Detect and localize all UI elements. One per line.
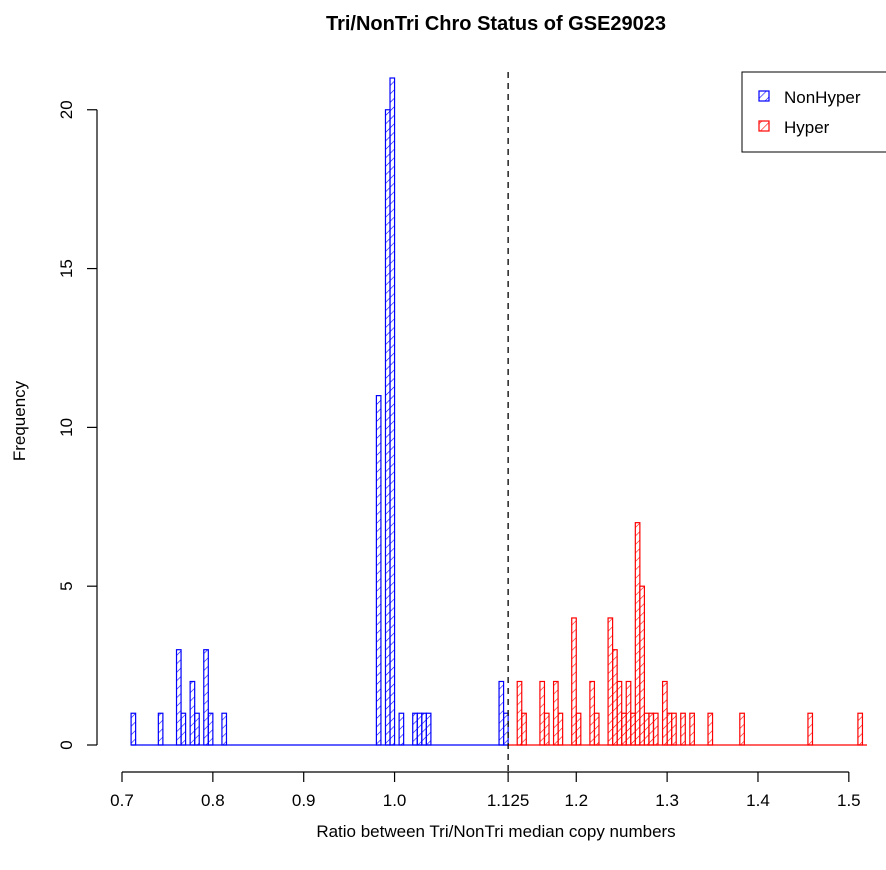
legend-swatch-nonhyper	[758, 90, 770, 102]
bar-hyper	[571, 617, 577, 746]
bar-hyper	[807, 712, 814, 746]
bar-nonhyper	[207, 712, 214, 746]
bar-hyper	[593, 712, 600, 746]
bar-nonhyper	[375, 395, 382, 746]
bar-hyper	[589, 680, 596, 746]
bar-hyper	[630, 712, 636, 746]
x-tick-label: 1.0	[383, 791, 407, 810]
bar-nonhyper	[189, 680, 196, 746]
bar-hyper	[661, 680, 668, 746]
legend-swatch-hyper	[758, 120, 770, 132]
y-tick-label: 15	[57, 259, 76, 278]
x-tick-label: 0.8	[201, 791, 225, 810]
legend-box	[741, 71, 886, 153]
bar-hyper	[648, 712, 655, 746]
y-axis: 0 5 10 15 20	[57, 100, 98, 750]
bar-hyper	[616, 680, 623, 746]
bar-hyper	[516, 680, 523, 746]
bar-hyper	[625, 680, 632, 746]
bar-nonhyper	[416, 712, 423, 746]
x-axis: 0.7 0.8 0.9 1.0 1.125 1.2 1.3 1.4 1.5	[110, 771, 861, 810]
bar-nonhyper	[384, 109, 391, 746]
bar-hyper	[543, 712, 550, 746]
bar-nonhyper	[221, 712, 228, 746]
y-axis-label: Frequency	[10, 380, 29, 461]
bar-nonhyper	[502, 712, 509, 746]
legend: NonHyper Hyper	[741, 71, 886, 153]
bar-nonhyper	[398, 712, 405, 746]
x-tick-label: 0.7	[110, 791, 134, 810]
bar-hyper	[652, 712, 659, 746]
bar-nonhyper	[175, 649, 182, 746]
bar-nonhyper	[194, 712, 200, 746]
bar-hyper	[643, 712, 650, 746]
bar-nonhyper	[421, 712, 427, 746]
bar-hyper	[612, 649, 618, 746]
bar-nonhyper	[412, 712, 418, 746]
bar-nonhyper	[498, 680, 505, 746]
x-axis-label: Ratio between Tri/NonTri median copy num…	[316, 822, 675, 841]
x-tick-label: 1.2	[564, 791, 588, 810]
histogram-bars	[130, 77, 864, 746]
y-tick-label: 5	[57, 581, 76, 590]
bar-hyper	[521, 712, 527, 746]
bar-hyper	[739, 712, 745, 746]
legend-label-nonhyper: NonHyper	[784, 88, 861, 107]
bar-nonhyper	[180, 712, 187, 746]
bar-hyper	[680, 712, 686, 746]
bar-hyper	[539, 680, 546, 746]
bar-nonhyper	[157, 712, 164, 746]
bar-hyper	[639, 585, 646, 746]
bar-hyper	[557, 712, 564, 746]
bar-hyper	[575, 712, 582, 746]
y-tick-label: 20	[57, 100, 76, 119]
x-tick-label: 1.5	[837, 791, 861, 810]
bar-hyper	[689, 712, 695, 746]
bar-hyper	[607, 617, 614, 746]
bar-hyper	[634, 522, 641, 746]
bar-hyper	[671, 712, 677, 746]
x-tick-label: 0.9	[292, 791, 316, 810]
bar-nonhyper	[425, 712, 432, 746]
y-tick-label: 0	[57, 740, 76, 749]
bar-hyper	[857, 712, 864, 746]
y-tick-label: 10	[57, 418, 76, 437]
bar-hyper	[666, 712, 673, 746]
legend-label-hyper: Hyper	[784, 118, 830, 137]
bar-nonhyper	[203, 649, 209, 746]
x-tick-label: 1.4	[746, 791, 770, 810]
x-tick-label: 1.125	[487, 791, 530, 810]
bar-hyper	[621, 712, 627, 746]
x-tick-label: 1.3	[655, 791, 679, 810]
bar-nonhyper	[130, 712, 137, 746]
bar-hyper	[552, 680, 559, 746]
chart-title: Tri/NonTri Chro Status of GSE29023	[326, 13, 666, 35]
bar-nonhyper	[389, 77, 396, 746]
bar-hyper	[707, 712, 714, 746]
